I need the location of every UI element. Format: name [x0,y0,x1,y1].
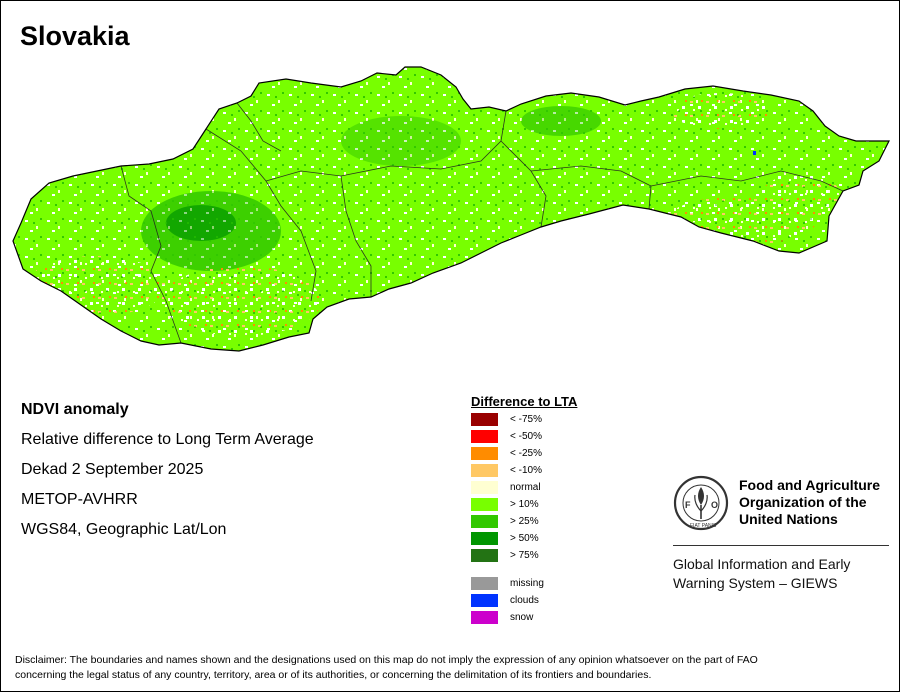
legend-title: Difference to LTA [471,394,578,409]
legend-label: normal [510,482,541,493]
legend-label: > 75% [510,550,539,561]
cloud-speck [753,151,756,155]
fao-divider [673,545,889,546]
disclaimer-line2: concerning the legal status of any count… [15,669,652,681]
giews-text: Global Information and Early Warning Sys… [673,555,893,593]
legend-label: > 25% [510,516,539,527]
fao-name: Food and Agriculture Organization of the… [739,477,899,528]
legend-swatch [471,413,498,426]
legend-label: > 10% [510,499,539,510]
legend-swatch [471,447,498,460]
legend-label: < -10% [510,465,542,476]
legend-swatch [471,481,498,494]
legend-label: > 50% [510,533,539,544]
map-title: Slovakia [20,21,130,51]
legend-swatch [471,577,498,590]
fao-name-line2: Organization of the [739,494,867,510]
legend-label: < -50% [510,431,542,442]
fao-name-line1: Food and Agriculture [739,477,881,493]
info-description: Relative difference to Long Term Average [21,431,314,448]
fao-logo-motto: FIAT PANIS [690,523,717,529]
fao-logo-letter-o: O [711,500,718,510]
legend-label: clouds [510,595,539,606]
map-info: NDVI anomaly Relative difference to Long… [21,399,314,549]
info-heading: NDVI anomaly [21,401,129,418]
legend-swatch [471,464,498,477]
info-sensor: METOP-AVHRR [21,491,138,508]
legend-swatch [471,430,498,443]
ndvi-anomaly-map [12,66,890,352]
legend-label: < -25% [510,448,542,459]
info-projection: WGS84, Geographic Lat/Lon [21,521,227,538]
legend-label: snow [510,612,534,623]
legend-label: < -75% [510,414,542,425]
giews-line1: Global Information and Early [673,556,851,572]
legend-swatch [471,532,498,545]
legend-swatch [471,515,498,528]
legend-swatch [471,498,498,511]
info-period: Dekad 2 September 2025 [21,461,204,478]
fao-logo-letter-f: F [685,500,691,510]
legend-swatch [471,549,498,562]
giews-line2: Warning System – GIEWS [673,575,838,591]
legend-swatch [471,594,498,607]
legend: Difference to LTA < -75% < -50% < -25% < -1… [471,394,641,643]
legend-label: missing [510,578,544,589]
disclaimer: Disclaimer: The boundaries and names sho… [15,653,885,683]
legend-swatch [471,611,498,624]
fao-name-line3: United Nations [739,511,838,527]
fao-logo-icon: F O FIAT PANIS [673,475,729,531]
disclaimer-line1: Disclaimer: The boundaries and names sho… [15,654,758,666]
